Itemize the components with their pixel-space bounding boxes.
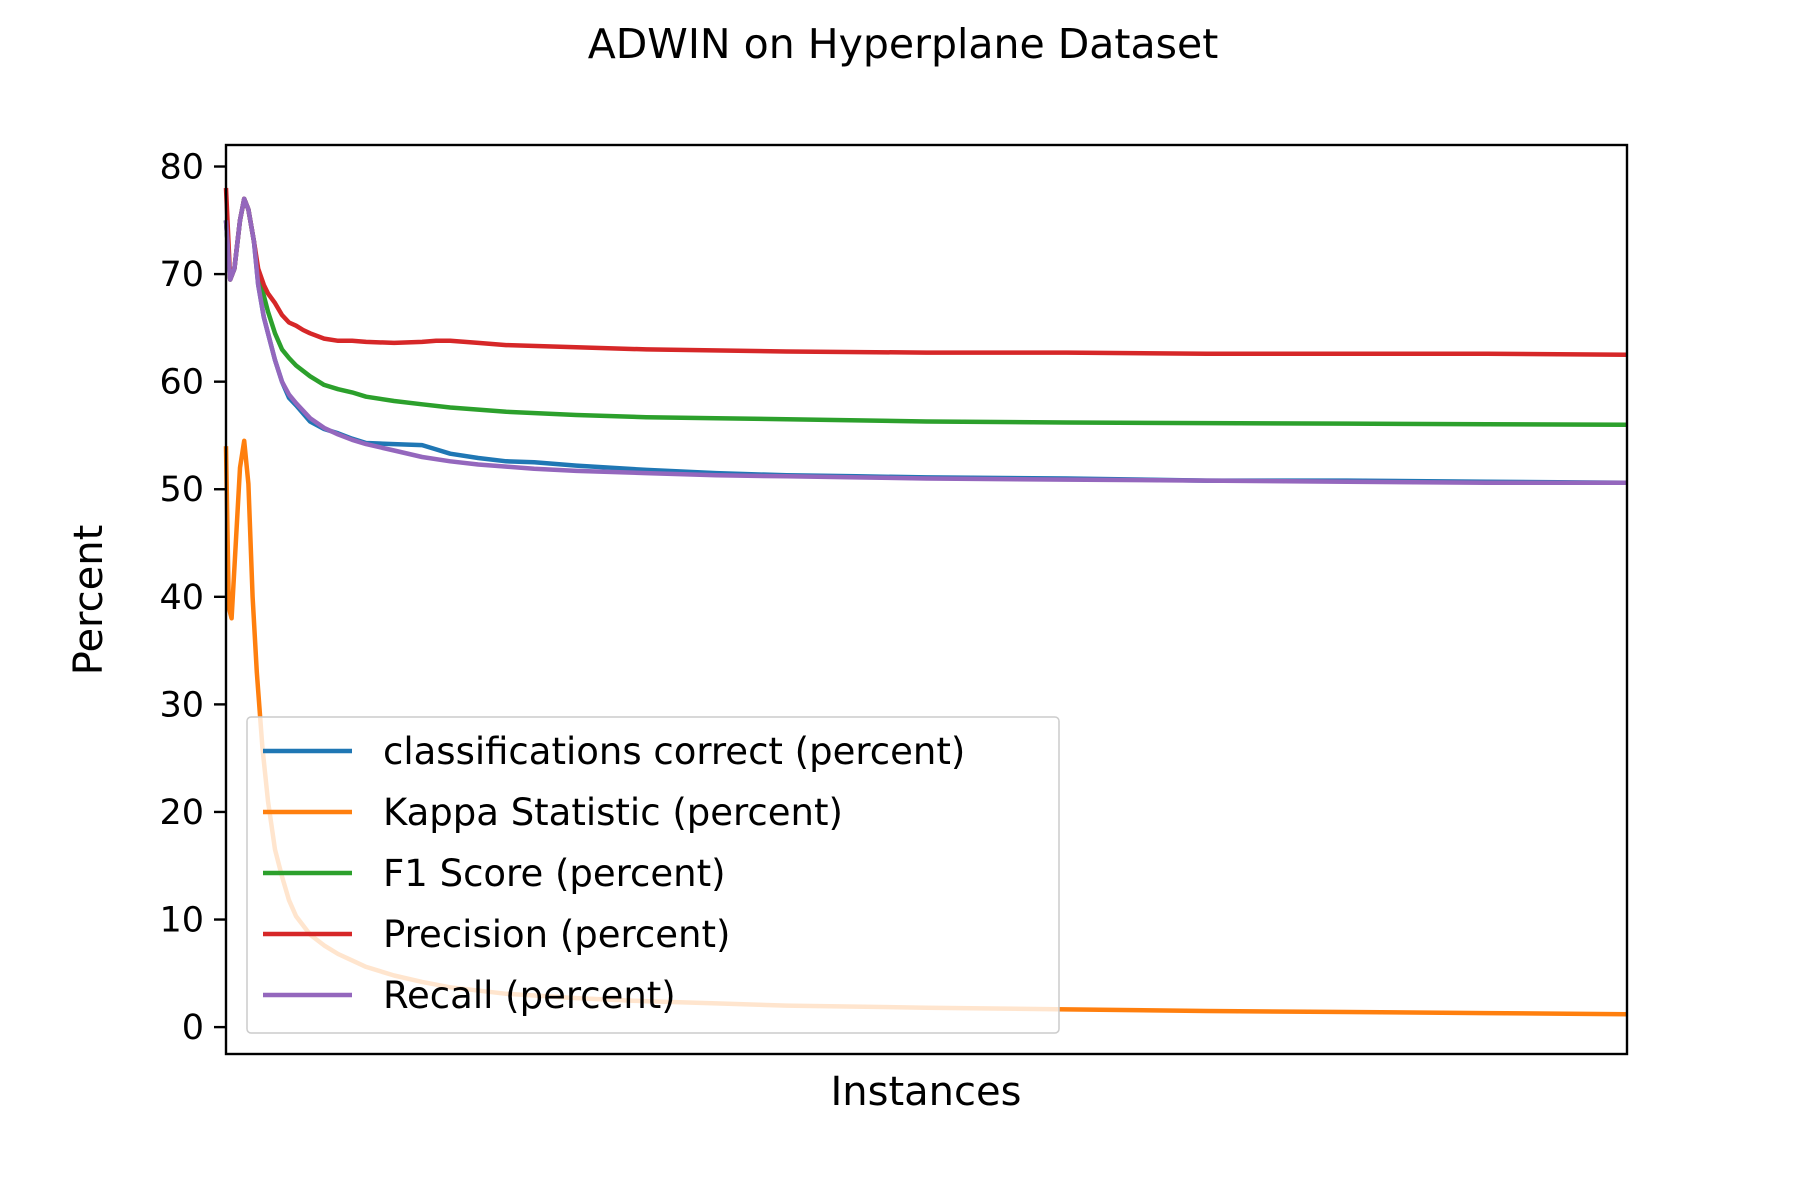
y-tick-label: 80 [159, 148, 204, 188]
legend-box [246, 716, 1060, 1034]
y-tick-label: 0 [182, 1008, 204, 1048]
legend-label: classifications correct (percent) [383, 730, 965, 773]
series-line-3 [223, 187, 1628, 358]
series-line-2 [223, 196, 1628, 427]
y-tick-label: 20 [159, 793, 204, 833]
legend-label: F1 Score (percent) [383, 852, 726, 895]
legend-label: Precision (percent) [383, 913, 730, 956]
plot-frame [224, 143, 1629, 1056]
y-tick-label: 60 [159, 363, 204, 403]
x-axis-label: Instances [831, 1069, 1022, 1115]
legend-label: Recall (percent) [383, 974, 676, 1017]
y-tick-label: 50 [159, 470, 204, 510]
series-line-4 [223, 196, 1627, 486]
chart-title: ADWIN on Hyperplane Dataset [588, 20, 1219, 68]
legend-label: Kappa Statistic (percent) [383, 791, 843, 834]
legend: classifications correct (percent) Kappa S… [246, 716, 1060, 1034]
y-tick-label: 40 [159, 578, 204, 618]
y-tick-label: 30 [159, 685, 204, 725]
y-axis-label: Percent [66, 525, 112, 676]
y-tick-label: 10 [159, 901, 204, 941]
y-axis: 0 10 20 30 40 50 60 70 80 [159, 148, 226, 1048]
legend-items: classifications correct (percent) Kappa S… [263, 730, 965, 1017]
y-tick-label: 70 [159, 255, 204, 295]
